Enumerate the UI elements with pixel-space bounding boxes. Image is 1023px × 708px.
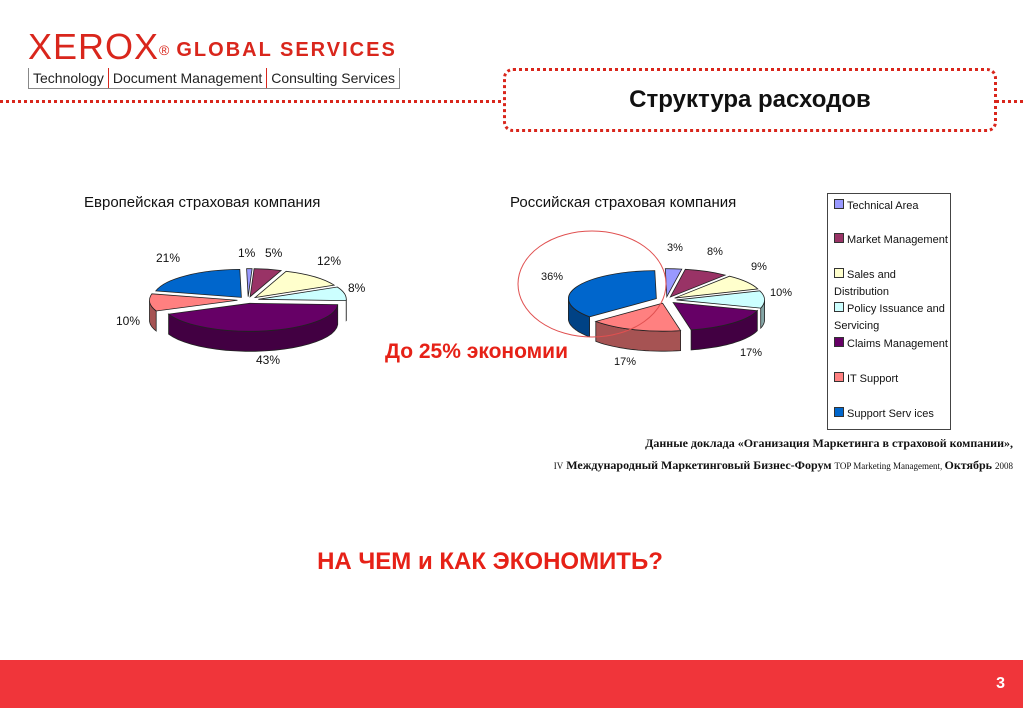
tagline: Technology Document Management Consultin… [28, 68, 400, 89]
russian-pie [568, 268, 765, 352]
tagline-document-management: Document Management [109, 68, 268, 88]
legend-item-it: IT Support [834, 371, 898, 388]
european-slice-0 [246, 268, 253, 297]
russian-slice-top [594, 302, 682, 332]
legend-swatch [834, 233, 844, 243]
ru-label-sales: 9% [751, 261, 767, 273]
legend-swatch [834, 337, 844, 347]
logo-registered: ® [159, 42, 171, 58]
european-slice-top [253, 270, 336, 299]
european-slice-3 [258, 286, 347, 322]
european-slice-top [258, 286, 347, 302]
russian-slice-6 [568, 270, 657, 338]
legend-swatch [834, 199, 844, 209]
european-slice-top [246, 268, 253, 297]
logo-word: XEROX [28, 26, 160, 67]
ru-label-technical: 3% [667, 242, 683, 254]
russian-slice-3 [676, 290, 765, 330]
european-pie [149, 268, 347, 352]
european-slice-1 [249, 268, 283, 298]
ru-label-it: 17% [614, 356, 637, 368]
european-slice-top [149, 293, 238, 312]
eu-label-sales: 12% [317, 254, 342, 268]
european-slice-4 [167, 302, 339, 352]
russian-slice-top [669, 268, 727, 298]
tagline-technology: Technology [29, 68, 109, 88]
russian-slice-top [568, 270, 657, 318]
russian-slice-5 [594, 302, 682, 352]
european-slice-top [249, 268, 283, 298]
legend-item-market: Market Management [834, 232, 948, 249]
european-slice-5 [149, 293, 238, 332]
legend-item-claims: Claims Management [834, 336, 948, 353]
logo-subtitle: GLOBAL SERVICES [176, 39, 397, 61]
chart-legend: Technical Area Market Management Sales a… [827, 193, 951, 430]
eu-label-policy: 8% [348, 281, 366, 295]
eu-label-technical: 1% [238, 246, 256, 260]
ru-label-market: 8% [707, 246, 723, 258]
legend-item-technical: Technical Area [834, 198, 919, 215]
russian-slice-4 [672, 302, 759, 351]
question-heading: НА ЧЕМ и КАК ЭКОНОМИТЬ? [317, 548, 663, 575]
slide-title: Структура расходов [629, 86, 871, 113]
european-slice-6 [155, 268, 242, 298]
legend-item-policy: Policy Issuance and Servicing [834, 302, 945, 332]
footer-bar [0, 660, 1023, 708]
eu-label-support: 21% [156, 251, 181, 265]
highlight-circle [517, 230, 667, 338]
ru-label-claims: 17% [740, 347, 763, 359]
russian-slice-top [676, 290, 765, 309]
european-slice-top [155, 268, 242, 298]
eu-label-it: 10% [116, 314, 141, 328]
source-line-1: Данные доклада «Оганизация Маркетинга в … [645, 436, 1013, 450]
eu-label-claims: 43% [256, 353, 281, 367]
legend-item-sales: Sales and Distribution [834, 268, 896, 298]
ru-label-policy: 10% [770, 287, 793, 299]
eu-label-market: 5% [265, 246, 283, 260]
page-number: 3 [996, 675, 1005, 692]
ru-label-support: 36% [541, 271, 564, 283]
chart-title-russian: Российская страховая компания [510, 194, 737, 211]
xerox-logo: XEROX® GLOBAL SERVICES [28, 26, 397, 68]
russian-slice-top [672, 302, 759, 331]
savings-callout: До 25% экономии [385, 340, 568, 363]
legend-swatch [834, 407, 844, 417]
source-line-2: IV Международный Маркетинговый Бизнес-Фо… [553, 458, 1013, 472]
legend-swatch [834, 302, 844, 312]
russian-slice-top [674, 275, 759, 299]
legend-swatch [834, 372, 844, 382]
russian-slice-1 [669, 268, 727, 298]
russian-slice-0 [664, 268, 683, 299]
tagline-consulting-services: Consulting Services [271, 70, 395, 86]
european-slice-2 [253, 270, 336, 299]
russian-slice-2 [674, 275, 759, 299]
slide-title-box: Структура расходов [503, 68, 997, 132]
legend-item-support: Support Serv ices [834, 406, 934, 423]
russian-slice-top [664, 268, 683, 299]
legend-swatch [834, 268, 844, 278]
european-slice-top [167, 302, 339, 332]
chart-title-european: Европейская страховая компания [84, 194, 321, 211]
